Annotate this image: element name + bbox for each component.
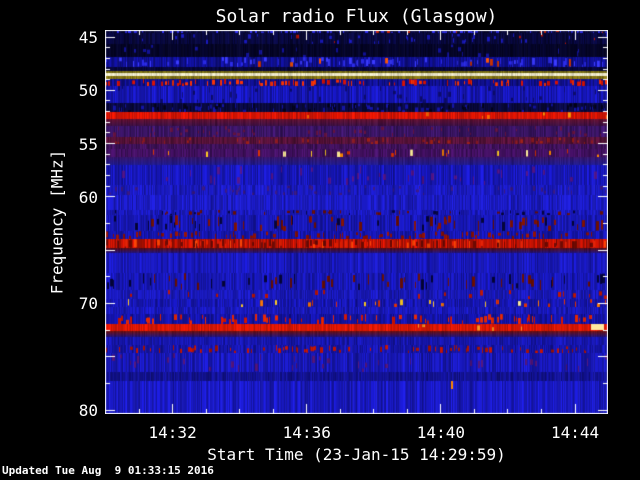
x-tick-label: 14:44 (550, 423, 600, 442)
y-tick-label: 60 (78, 187, 98, 207)
y-axis-label: Frequency [MHz] (47, 149, 67, 295)
y-tick-label: 80 (78, 401, 98, 421)
update-timestamp: Updated Tue Aug 9 01:33:15 2016 (2, 464, 214, 477)
y-tick-label: 50 (78, 81, 98, 101)
y-tick-label: 70 (78, 294, 98, 314)
x-tick-label: 14:32 (148, 423, 197, 442)
x-tick-label: 14:40 (416, 423, 465, 442)
spectrogram-canvas (105, 30, 608, 414)
x-tick-label: 14:36 (282, 423, 331, 442)
y-tick-label: 45 (78, 28, 98, 48)
chart-title: Solar radio Flux (Glasgow) (215, 6, 498, 27)
y-tick-label: 55 (78, 134, 98, 154)
x-axis-label: Start Time (23-Jan-15 14:29:59) (207, 445, 506, 464)
